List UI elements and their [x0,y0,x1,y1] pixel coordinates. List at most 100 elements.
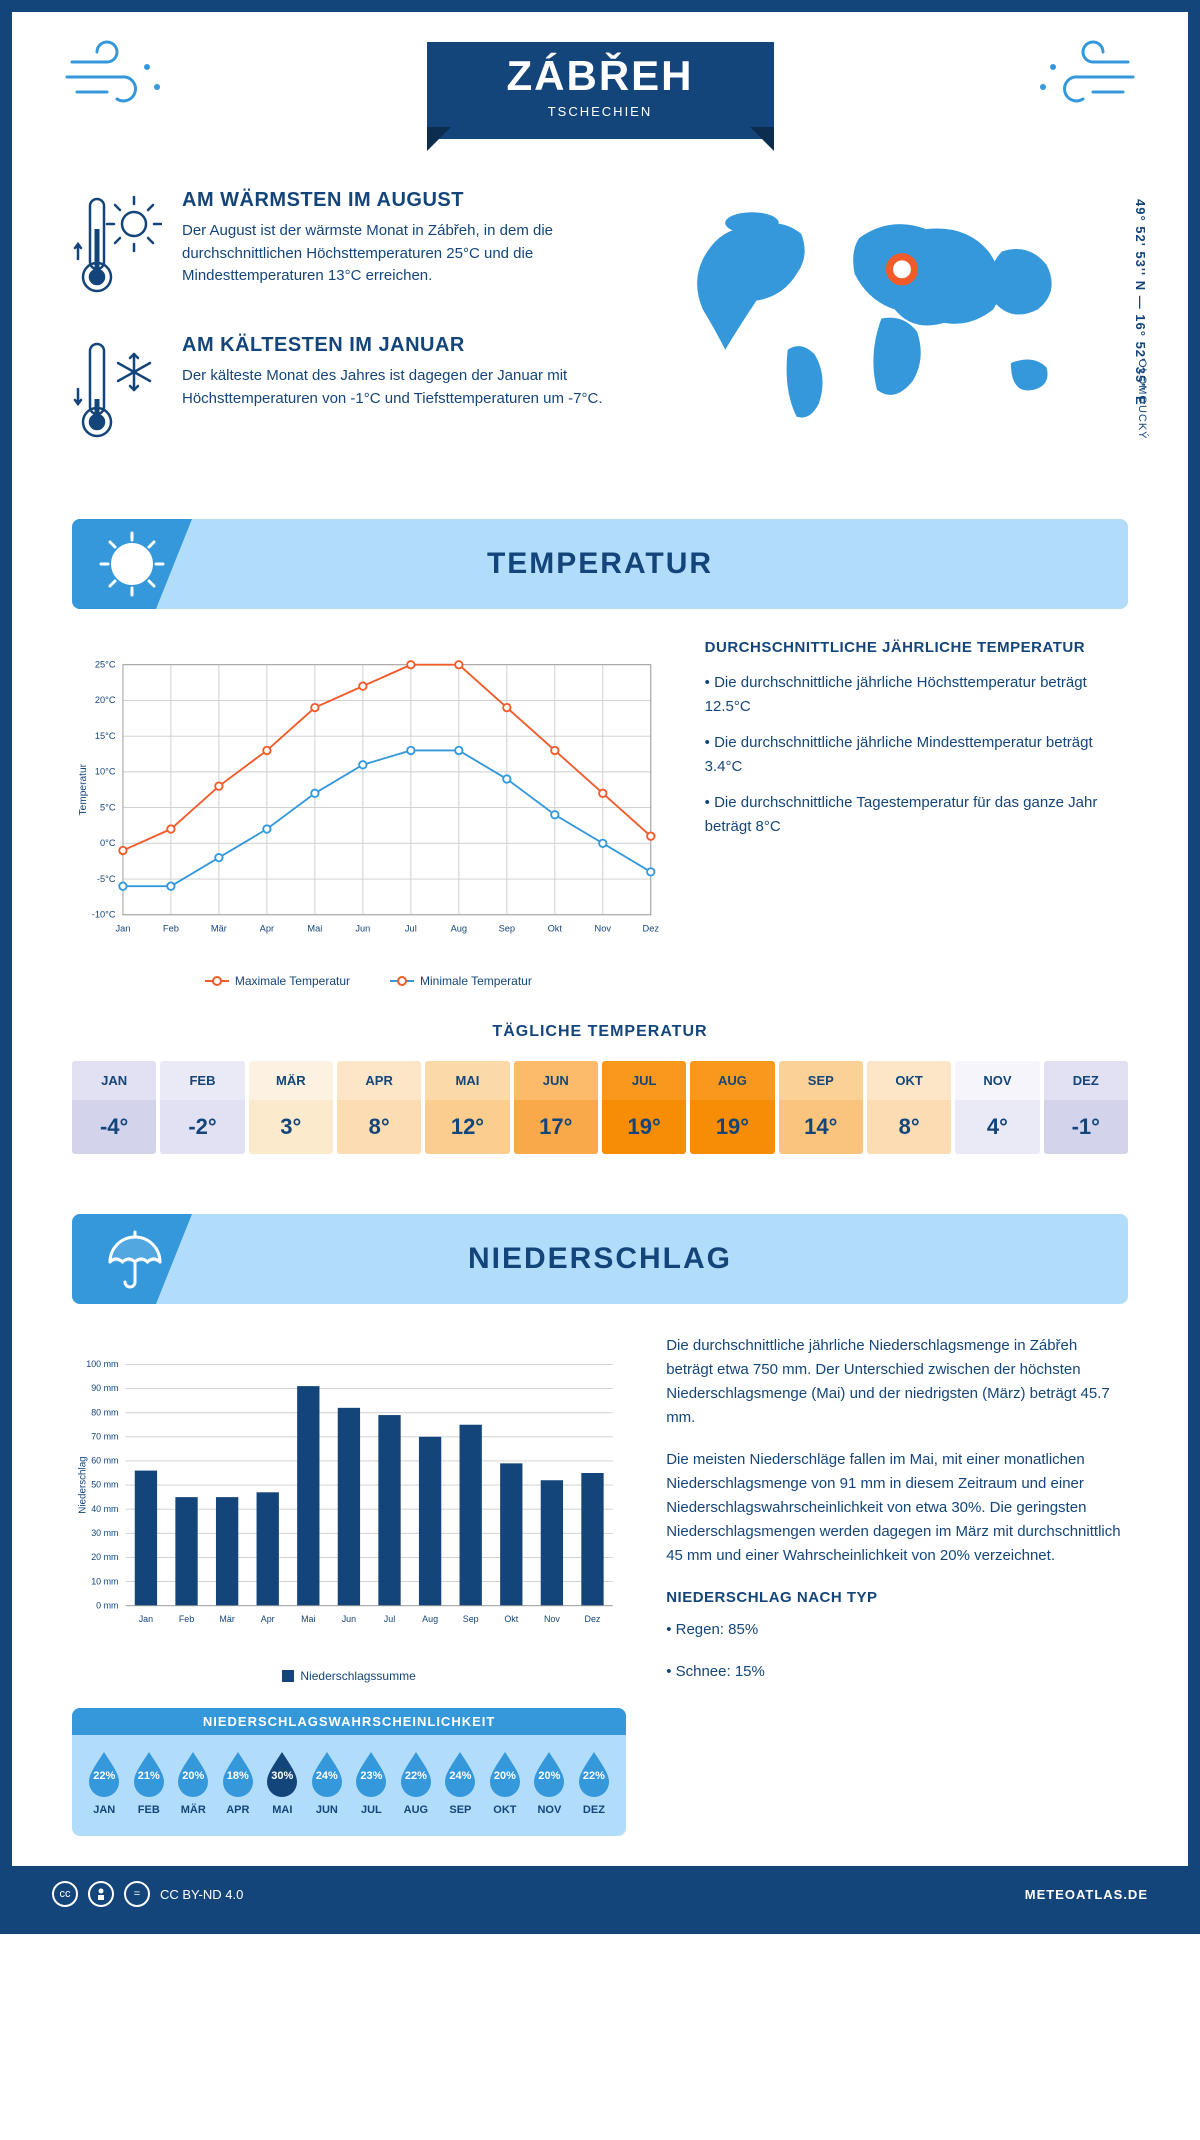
temp-info-heading: DURCHSCHNITTLICHE JÄHRLICHE TEMPERATUR [705,639,1128,656]
coldest-text: Der kälteste Monat des Jahres ist dagege… [182,365,604,410]
svg-text:10°C: 10°C [95,767,116,777]
svg-text:Jul: Jul [384,1614,395,1624]
svg-text:30 mm: 30 mm [91,1528,118,1538]
month-cell: JAN-4° [72,1061,156,1154]
month-cell: JUN17° [514,1061,598,1154]
svg-text:Dez: Dez [643,923,660,933]
svg-text:Mai: Mai [301,1614,315,1624]
site-name: METEOATLAS.DE [1025,1887,1148,1902]
temperature-legend: .legend-swatch:nth-child(1)::after{borde… [72,974,665,988]
svg-text:Okt: Okt [504,1614,518,1624]
probability-drop: 24% JUN [305,1750,350,1816]
probability-drop: 21% FEB [127,1750,172,1816]
wind-icon [62,37,172,122]
svg-text:Jun: Jun [355,923,370,933]
month-cell: DEZ-1° [1044,1061,1128,1154]
svg-text:Aug: Aug [422,1614,438,1624]
svg-text:Jun: Jun [342,1614,356,1624]
umbrella-icon [72,1214,192,1304]
precip-text-2: Die meisten Niederschläge fallen im Mai,… [666,1448,1128,1568]
svg-text:Apr: Apr [261,1614,275,1624]
probability-drop: 30% MAI [260,1750,305,1816]
probability-drop: 22% AUG [394,1750,439,1816]
daily-temp-heading: TÄGLICHE TEMPERATUR [72,1023,1128,1041]
probability-drop: 20% NOV [527,1750,572,1816]
svg-text:0 mm: 0 mm [96,1600,118,1610]
svg-text:Okt: Okt [548,923,563,933]
month-cell: FEB-2° [160,1061,244,1154]
svg-text:0°C: 0°C [100,838,116,848]
coldest-title: AM KÄLTESTEN IM JANUAR [182,334,604,357]
region-label: OLOMOUCKÝ [1136,359,1148,440]
precip-type-1: • Regen: 85% [666,1618,1128,1642]
precip-text-1: Die durchschnittliche jährliche Niedersc… [666,1334,1128,1430]
nd-icon: = [124,1881,150,1907]
probability-drop: 18% APR [216,1750,261,1816]
svg-text:Nov: Nov [544,1614,560,1624]
warmest-title: AM WÄRMSTEN IM AUGUST [182,189,604,212]
precip-type-heading: NIEDERSCHLAG NACH TYP [666,1586,1128,1610]
section-title-precipitation: NIEDERSCHLAG [468,1242,732,1276]
temperature-banner: TEMPERATUR [72,519,1128,609]
country-name: TSCHECHIEN [507,104,694,119]
temperature-line-chart: -10°C-5°C0°C5°C10°C15°C20°C25°CJanFebMär… [72,639,665,959]
svg-text:10 mm: 10 mm [91,1576,118,1586]
svg-text:-5°C: -5°C [97,874,116,884]
license-text: CC BY-ND 4.0 [160,1887,243,1902]
svg-text:100 mm: 100 mm [86,1359,118,1369]
probability-drop: 20% MÄR [171,1750,216,1816]
warmest-text: Der August ist der wärmste Monat in Zábř… [182,220,604,288]
precipitation-banner: NIEDERSCHLAG [72,1214,1128,1304]
svg-text:70 mm: 70 mm [91,1431,118,1441]
svg-text:Mär: Mär [219,1614,234,1624]
svg-text:20 mm: 20 mm [91,1552,118,1562]
coldest-fact: AM KÄLTESTEN IM JANUAR Der kälteste Mona… [72,334,604,449]
svg-text:Jan: Jan [115,923,130,933]
probability-title: NIEDERSCHLAGSWAHRSCHEINLICHKEIT [72,1708,626,1735]
svg-text:60 mm: 60 mm [91,1456,118,1466]
svg-text:Niederschlag: Niederschlag [77,1456,88,1513]
svg-text:Aug: Aug [451,923,467,933]
wind-icon [1028,37,1138,122]
legend-max: Maximale Temperatur [235,974,350,988]
svg-text:Feb: Feb [179,1614,194,1624]
thermometer-sun-icon [72,189,162,304]
month-cell: NOV4° [955,1061,1039,1154]
month-cell: APR8° [337,1061,421,1154]
month-cell: JUL19° [602,1061,686,1154]
svg-text:Sep: Sep [499,923,515,933]
svg-text:80 mm: 80 mm [91,1407,118,1417]
temp-info-b3: • Die durchschnittliche Tagestemperatur … [705,791,1128,839]
month-cell: SEP14° [779,1061,863,1154]
precipitation-bar-chart: 0 mm10 mm20 mm30 mm40 mm50 mm60 mm70 mm8… [72,1334,626,1654]
probability-drop: 23% JUL [349,1750,394,1816]
probability-drop: 24% SEP [438,1750,483,1816]
temp-info-b2: • Die durchschnittliche jährliche Mindes… [705,731,1128,779]
probability-box: NIEDERSCHLAGSWAHRSCHEINLICHKEIT 22% JAN … [72,1708,626,1836]
legend-min: Minimale Temperatur [420,974,532,988]
svg-text:Dez: Dez [585,1614,601,1624]
probability-drop: 20% OKT [483,1750,528,1816]
svg-text:Jul: Jul [405,923,417,933]
svg-text:5°C: 5°C [100,802,116,812]
daily-temp-grid: JAN-4°FEB-2°MÄR3°APR8°MAI12°JUN17°JUL19°… [72,1061,1128,1154]
svg-text:40 mm: 40 mm [91,1504,118,1514]
svg-text:-10°C: -10°C [92,910,116,920]
sun-icon [72,519,192,609]
svg-text:Sep: Sep [463,1614,479,1624]
svg-text:Apr: Apr [260,923,274,933]
header: ZÁBŘEH TSCHECHIEN [12,12,1188,159]
city-name: ZÁBŘEH [507,52,694,100]
svg-text:90 mm: 90 mm [91,1383,118,1393]
svg-text:Nov: Nov [595,923,612,933]
title-ribbon: ZÁBŘEH TSCHECHIEN [427,42,774,139]
month-cell: MAI12° [425,1061,509,1154]
cc-icon: cc [52,1881,78,1907]
month-cell: OKT8° [867,1061,951,1154]
thermometer-snow-icon [72,334,162,449]
precip-type-2: • Schnee: 15% [666,1660,1128,1684]
svg-text:Jan: Jan [139,1614,153,1624]
svg-text:Feb: Feb [163,923,179,933]
svg-text:Mai: Mai [307,923,322,933]
probability-drop: 22% JAN [82,1750,127,1816]
